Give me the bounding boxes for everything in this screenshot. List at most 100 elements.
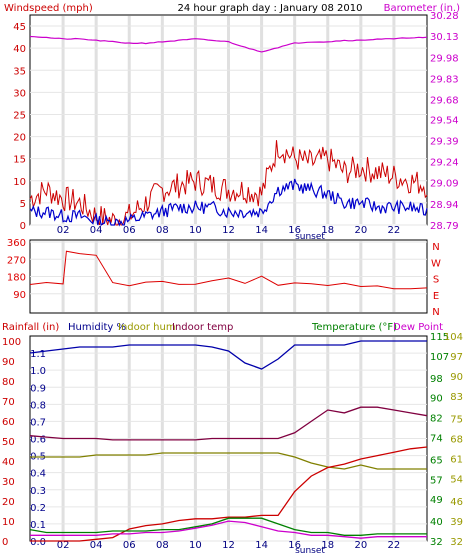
x-tick-label: 12	[222, 225, 235, 236]
x-tick-label: 16	[288, 540, 301, 551]
wind-direction-line	[29, 250, 428, 290]
indoor-temp-y-tick: 107	[430, 352, 449, 363]
temperature-y-tick: 32	[450, 537, 463, 548]
indoor-temp-y-tick: 49	[430, 495, 443, 506]
indoor-temp-y-tick: 32	[430, 537, 443, 548]
indoor-temp-y-tick: 40	[430, 517, 443, 528]
rainfall-y-tick: 0.6	[30, 435, 46, 446]
wind-y-tick: 0	[20, 221, 26, 232]
x-tick-label: 20	[354, 225, 367, 236]
baro-y-tick: 30.28	[430, 11, 459, 22]
temperature-y-tick: 68	[450, 435, 463, 446]
direction-compass-tick: N	[432, 242, 439, 253]
x-tick-label: 22	[388, 540, 401, 551]
legend-indoor-hum: Indoor hum	[118, 322, 176, 333]
indoor-temp-y-tick: 65	[430, 455, 443, 466]
wind-y-tick: 25	[13, 110, 26, 121]
temperature-y-tick: 104	[444, 332, 463, 343]
graph-title: 24 hour graph day : January 08 2010	[178, 3, 363, 14]
humidity-y-tick: 60	[2, 417, 15, 428]
x-tick-label: 02	[57, 540, 70, 551]
barometer-axis-title: Barometer (in.)	[384, 3, 460, 14]
humidity-y-tick: 70	[2, 397, 15, 408]
x-tick-label: 08	[156, 540, 169, 551]
legend-rainfall: Rainfall (in)	[2, 322, 59, 333]
rainfall-line	[30, 446, 428, 542]
windspeed-gust-line	[29, 140, 428, 226]
humidity-y-tick: 0	[2, 537, 8, 548]
x-tick-label: 02	[57, 225, 70, 236]
x-tick-label: 18	[321, 540, 334, 551]
rainfall-y-tick: 0.2	[30, 503, 46, 514]
x-tick-label: 12	[222, 540, 235, 551]
axis-tick-labels: 02 04 06 08 10 12 14 16 18 20 22 02 04 06 08 10 12 14 16 18…	[2, 11, 463, 551]
x-tick-label: 16	[288, 225, 301, 236]
rainfall-y-tick: 0.1	[30, 520, 46, 531]
humidity-y-tick: 50	[2, 437, 15, 448]
temperature-y-tick: 90	[450, 372, 463, 383]
direction-panel-grid	[30, 241, 427, 312]
temperature-line	[29, 517, 427, 536]
baro-y-tick: 29.68	[430, 96, 459, 107]
dew-point-line	[30, 520, 427, 539]
baro-y-tick: 30.13	[430, 32, 459, 43]
direction-compass-tick: W	[431, 258, 441, 269]
indoor-hum-line	[30, 452, 427, 470]
direction-y-tick: 180	[7, 273, 26, 284]
rainfall-y-tick: 0.4	[30, 469, 46, 480]
direction-compass-tick: S	[433, 275, 439, 286]
baro-y-tick: 29.09	[430, 179, 459, 190]
sunset-label-weather: sunset	[295, 546, 325, 556]
legend-temperature: Temperature (°F)	[311, 322, 397, 333]
windspeed-axis-title: Windspeed (mph)	[4, 3, 93, 14]
indoor-temp-y-tick: 82	[430, 414, 443, 425]
wind-y-tick: 15	[13, 155, 26, 166]
x-tick-label: 08	[156, 225, 169, 236]
temperature-y-tick: 83	[450, 392, 463, 403]
wind-y-tick: 5	[20, 199, 26, 210]
humidity-y-tick: 30	[2, 477, 15, 488]
x-tick-label: 04	[90, 540, 103, 551]
humidity-y-tick: 90	[2, 357, 15, 368]
wind-y-tick: 40	[13, 44, 26, 55]
temperature-y-tick: 75	[450, 415, 463, 426]
indoor-temp-y-tick: 74	[430, 433, 443, 444]
rainfall-y-tick: 0.9	[30, 383, 46, 394]
indoor-temp-y-tick: 90	[430, 394, 443, 405]
baro-y-tick: 29.39	[430, 136, 459, 147]
rainfall-y-tick: 1.1	[30, 349, 46, 360]
rainfall-y-tick: 1.0	[30, 366, 46, 377]
baro-y-tick: 29.98	[430, 53, 459, 64]
temperature-y-tick: 54	[450, 474, 463, 485]
x-tick-label: 10	[189, 225, 202, 236]
wind-y-tick: 35	[13, 66, 26, 77]
rainfall-y-tick: 0.0	[30, 537, 46, 548]
direction-y-tick: 90	[13, 290, 26, 301]
baro-y-tick: 29.54	[430, 115, 459, 126]
indoor-temp-line	[29, 406, 428, 441]
indoor-temp-y-tick: 115	[430, 332, 449, 343]
x-tick-label: 22	[388, 225, 401, 236]
direction-compass-tick: N	[432, 307, 439, 318]
humidity-y-tick: 40	[2, 457, 15, 468]
legend-indoor-temp: Indoor temp	[172, 322, 233, 333]
windspeed-average-line	[29, 178, 428, 227]
humidity-line	[29, 340, 427, 370]
temperature-y-tick: 61	[450, 454, 463, 465]
x-tick-label: 06	[123, 540, 136, 551]
baro-y-tick: 28.79	[430, 221, 459, 232]
humidity-y-tick: 100	[2, 337, 21, 348]
baro-y-tick: 28.94	[430, 200, 459, 211]
baro-y-tick: 29.83	[430, 74, 459, 85]
indoor-temp-y-tick: 98	[430, 374, 443, 385]
rainfall-y-tick: 0.3	[30, 486, 46, 497]
temperature-y-tick: 39	[450, 517, 463, 528]
temperature-y-tick: 46	[450, 497, 463, 508]
temperature-y-tick: 97	[450, 352, 463, 363]
wind-y-tick: 10	[13, 177, 26, 188]
x-tick-label: 20	[354, 540, 367, 551]
x-tick-label: 04	[90, 225, 103, 236]
series-lines	[29, 35, 428, 542]
